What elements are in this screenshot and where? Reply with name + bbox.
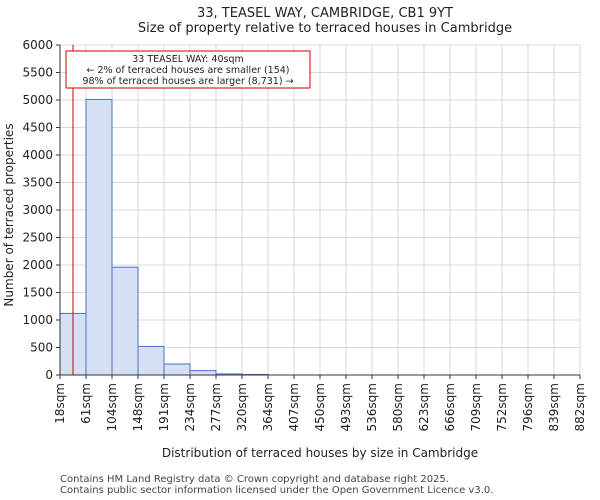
x-tick-label: 61sqm (79, 383, 93, 424)
chart-subtitle: Size of property relative to terraced ho… (138, 21, 512, 36)
y-tick-label: 5500 (22, 66, 53, 80)
bar (111, 266, 139, 376)
x-tick-label: 796sqm (521, 383, 535, 431)
bar (189, 370, 217, 376)
y-tick-label: 5000 (22, 93, 53, 107)
x-tick-label: 277sqm (209, 383, 223, 431)
annotation-line-2: ← 2% of terraced houses are smaller (154… (86, 65, 289, 76)
x-tick-label: 536sqm (365, 383, 379, 431)
x-axis-label: Distribution of terraced houses by size … (162, 446, 478, 460)
x-tick-label: 882sqm (573, 383, 587, 431)
y-tick-label: 1000 (22, 313, 53, 327)
footer-line-2: Contains public sector information licen… (60, 485, 494, 496)
x-tick-label: 493sqm (339, 383, 353, 431)
bar (85, 98, 113, 376)
y-tick-label: 4500 (22, 121, 53, 135)
y-tick-label: 6000 (22, 38, 53, 52)
y-tick-label: 2500 (22, 231, 53, 245)
y-tick-labels: 0 500 1000 1500 2000 2500 3000 3500 4000 4500 5000… (22, 38, 60, 382)
y-tick-label: 500 (30, 341, 53, 355)
x-tick-label: 104sqm (105, 383, 119, 431)
y-tick-label: 2000 (22, 258, 53, 272)
bar (137, 345, 165, 376)
annotation-box: 33 TEASEL WAY: 40sqm ← 2% of terraced ho… (65, 50, 311, 89)
x-tick-label: 18sqm (53, 383, 67, 424)
x-tick-label: 839sqm (547, 383, 561, 431)
x-tick-label: 623sqm (417, 383, 431, 431)
x-tick-label: 364sqm (261, 383, 275, 431)
y-tick-label: 4000 (22, 148, 53, 162)
x-tick-label: 666sqm (443, 383, 457, 431)
x-tick-label: 234sqm (183, 383, 197, 431)
chart-title: 33, TEASEL WAY, CAMBRIDGE, CB1 9YT (197, 6, 453, 21)
y-tick-label: 0 (45, 368, 53, 382)
y-axis-label: Number of terraced properties (2, 123, 16, 306)
x-tick-label: 752sqm (495, 383, 509, 431)
annotation-line-3: 98% of terraced houses are larger (8,731… (82, 76, 293, 87)
annotation-frame (65, 50, 311, 89)
y-tick-label: 3000 (22, 203, 53, 217)
x-tick-label: 148sqm (131, 383, 145, 431)
footer-line-1: Contains HM Land Registry data © Crown c… (60, 474, 449, 485)
x-tick-label: 407sqm (287, 383, 301, 431)
x-tick-labels: 18sqm 61sqm 104sqm 148sqm 191sqm 234sqm 277sqm… (53, 375, 587, 431)
x-tick-label: 709sqm (469, 383, 483, 431)
y-tick-label: 1500 (22, 286, 53, 300)
x-tick-label: 320sqm (235, 383, 249, 431)
annotation-line-1: 33 TEASEL WAY: 40sqm (132, 54, 243, 65)
x-tick-label: 450sqm (313, 383, 327, 431)
x-tick-label: 580sqm (391, 383, 405, 431)
bar (163, 363, 191, 376)
x-tick-label: 191sqm (157, 383, 171, 431)
y-tick-label: 3500 (22, 176, 53, 190)
